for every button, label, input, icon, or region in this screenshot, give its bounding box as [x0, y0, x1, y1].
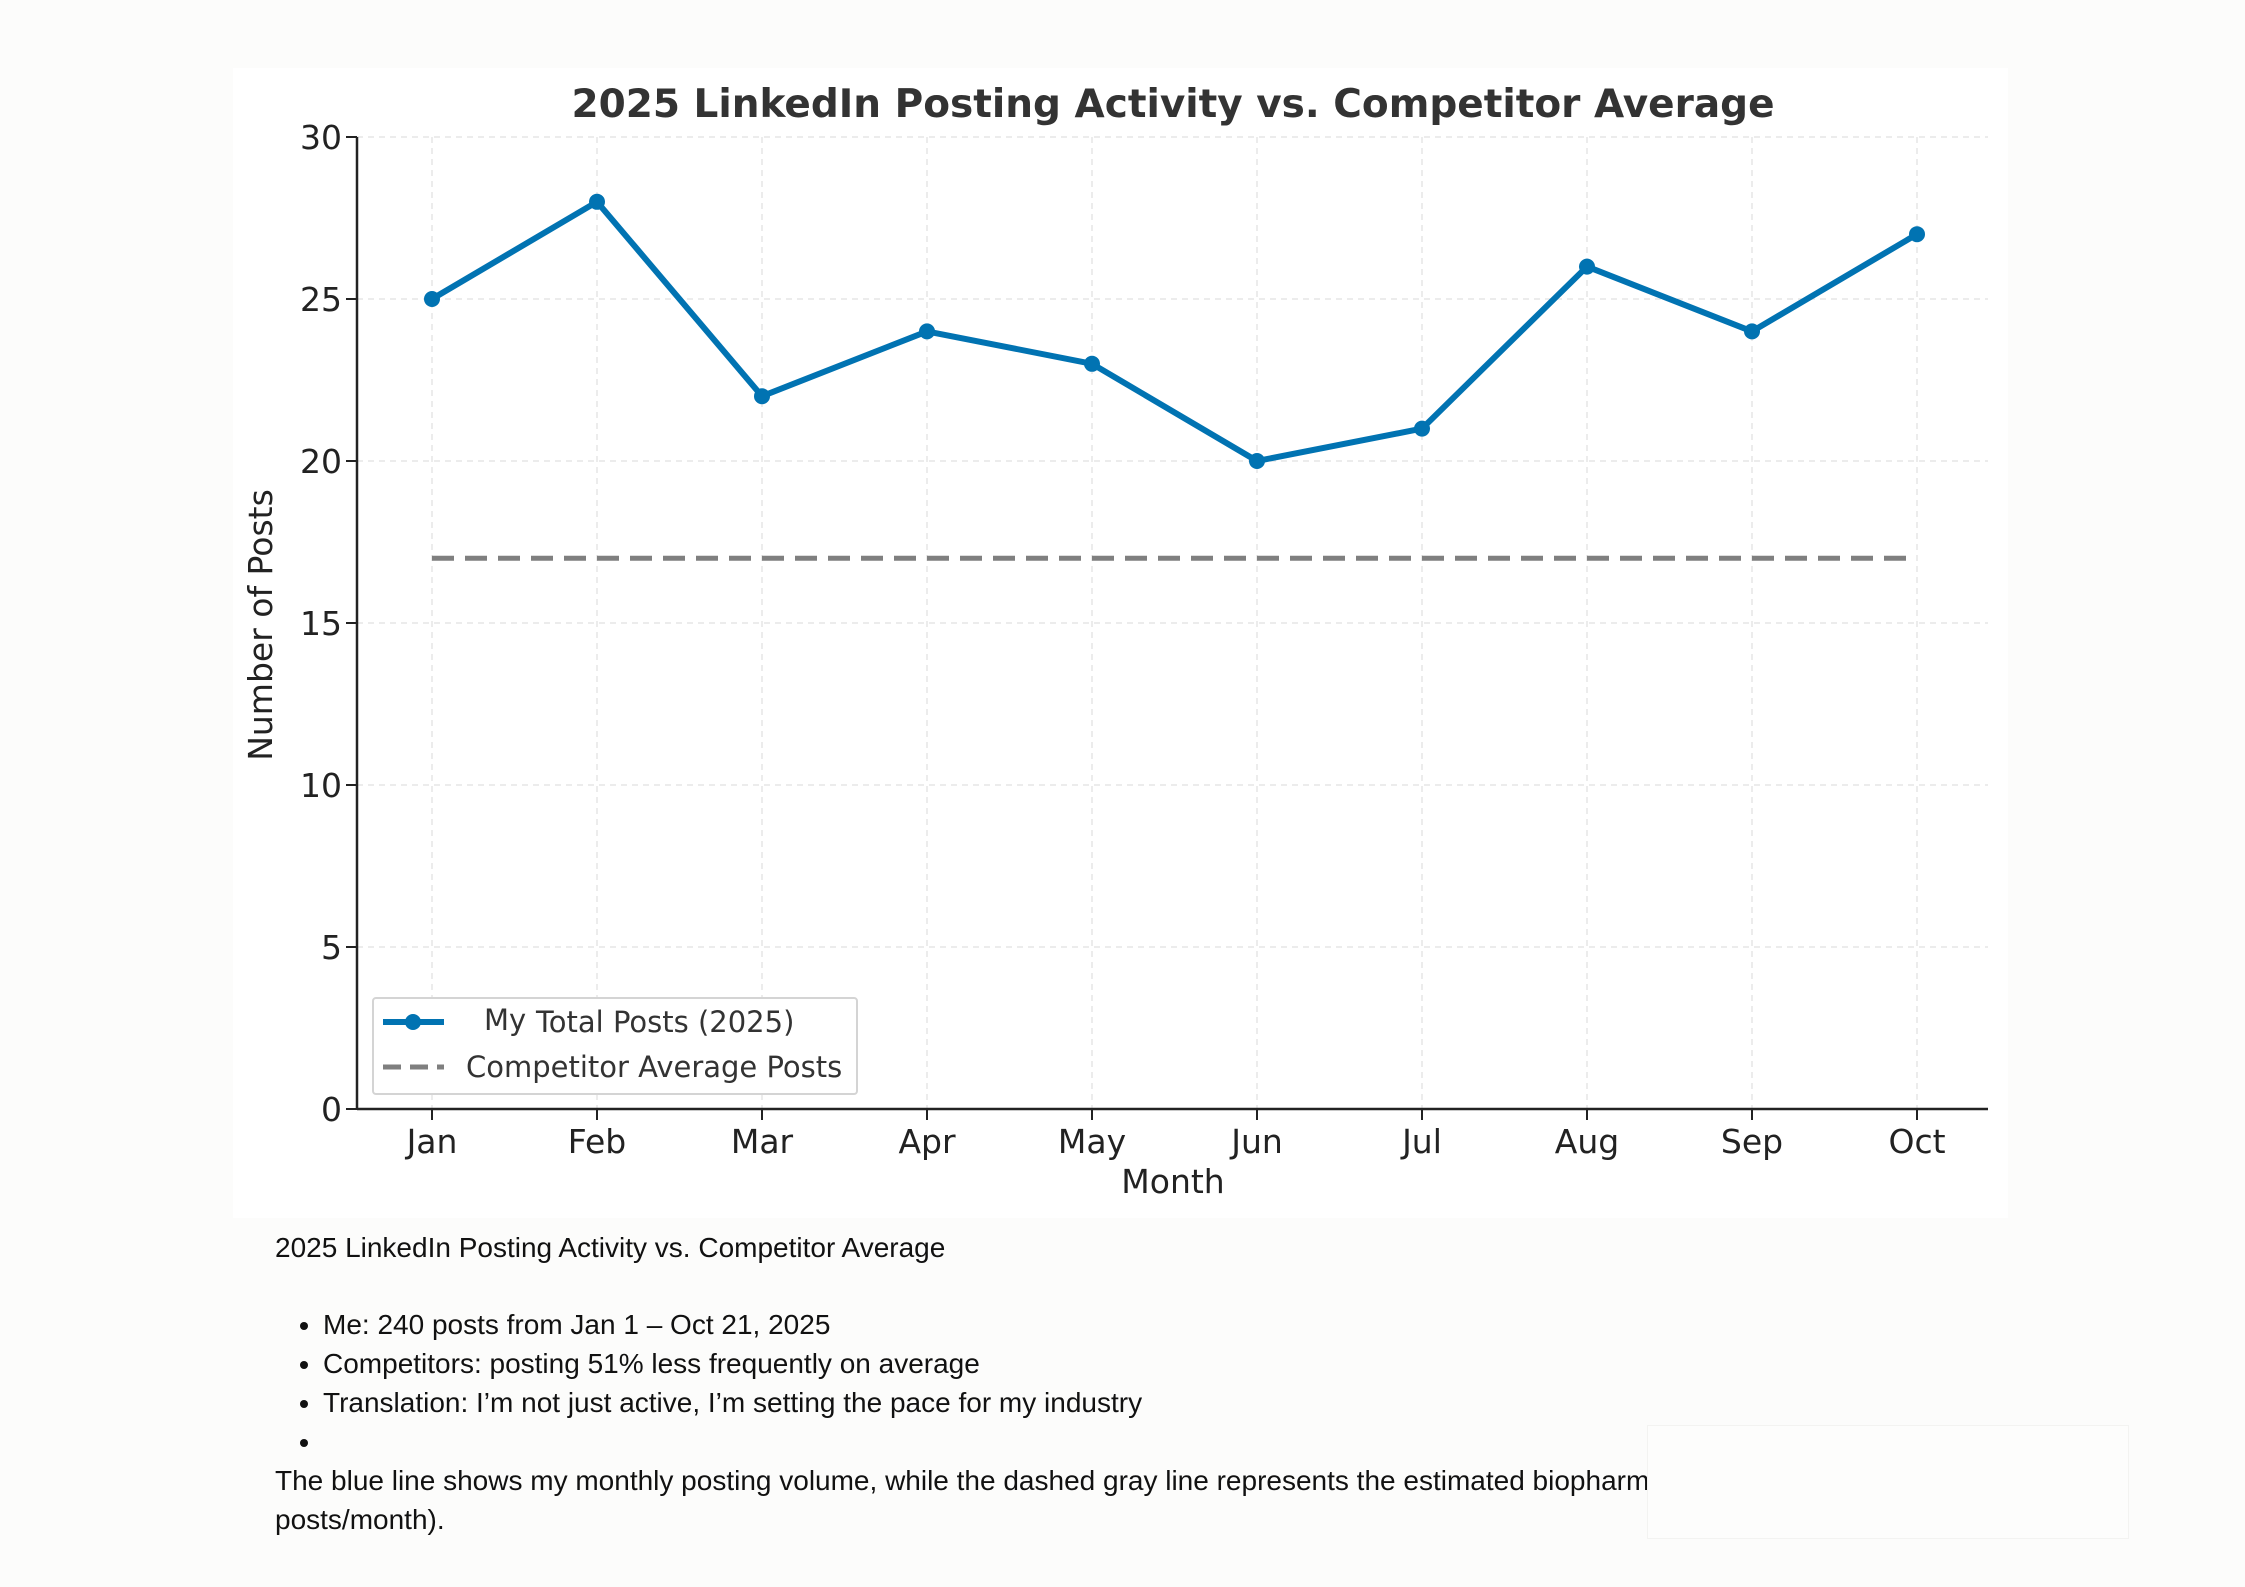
legend: My Total Posts (2025) Competitor Average… — [372, 997, 858, 1095]
my-posts-data-point — [1249, 453, 1265, 469]
chart-panel: 2025 LinkedIn Posting Activity vs. Compe… — [233, 68, 2008, 1218]
line-chart: 2025 LinkedIn Posting Activity vs. Compe… — [241, 82, 1988, 1201]
caption-bullet-list: Me: 240 posts from Jan 1 – Oct 21, 2025 … — [275, 1305, 2075, 1461]
my-posts-data-point — [1744, 323, 1760, 340]
y-tick-label: 30 — [300, 118, 342, 157]
grid-lines — [357, 136, 1988, 1110]
y-tick-label: 25 — [300, 280, 342, 319]
blank-inset-box — [1647, 1425, 2129, 1539]
my-posts-data-point — [1084, 355, 1100, 372]
chart-title: 2025 LinkedIn Posting Activity vs. Compe… — [571, 82, 1774, 127]
y-tick-label: 10 — [300, 766, 342, 805]
caption-bullet: Competitors: posting 51% less frequently… — [323, 1344, 2075, 1383]
my-posts-data-point — [1414, 420, 1430, 437]
series — [424, 193, 1925, 561]
my-posts-data-point — [424, 291, 440, 307]
x-tick-label: Jul — [1400, 1122, 1442, 1161]
x-tick-label: Apr — [898, 1122, 956, 1161]
y-tick-label: 20 — [300, 442, 342, 481]
x-tick-label: May — [1058, 1122, 1126, 1161]
my-posts-data-point — [589, 193, 605, 210]
legend-frame — [372, 997, 858, 1095]
my-posts-data-point — [1579, 258, 1595, 275]
y-tick-label: 0 — [321, 1090, 342, 1129]
y-tick-label: 15 — [300, 604, 342, 643]
y-tick-label: 5 — [321, 928, 342, 967]
caption-title: 2025 LinkedIn Posting Activity vs. Compe… — [275, 1232, 946, 1263]
legend-label-my-posts: Total Posts (2025) — [535, 1005, 794, 1039]
my-posts-data-point — [754, 388, 770, 405]
my-posts-data-point — [1909, 226, 1925, 243]
my-posts-line — [430, 198, 1919, 464]
legend-label-my: My — [484, 1003, 526, 1037]
y-axis-label: Number of Posts — [241, 489, 280, 761]
x-tick-label: Jan — [405, 1122, 458, 1161]
x-axis-ticks: Jan Feb Mar Apr May Jun Jul Aug Sep Oct — [405, 1109, 1946, 1161]
caption-bullet: Translation: I’m not just active, I’m se… — [323, 1383, 2075, 1422]
x-tick-label: Mar — [731, 1122, 794, 1161]
x-axis-label: Month — [1121, 1162, 1224, 1201]
legend-marker-my-posts — [405, 1014, 421, 1030]
x-tick-label: Jun — [1229, 1122, 1283, 1161]
x-tick-label: Oct — [1888, 1122, 1945, 1161]
x-tick-label: Sep — [1721, 1122, 1783, 1161]
y-axis-ticks: 0 5 10 15 20 25 30 — [300, 118, 357, 1129]
legend-label-competitor: Competitor Average Posts — [466, 1050, 842, 1084]
my-posts-data-point — [919, 323, 935, 340]
x-tick-label: Aug — [1555, 1122, 1619, 1161]
x-tick-label: Feb — [568, 1122, 626, 1161]
caption-bullet: Me: 240 posts from Jan 1 – Oct 21, 2025 — [323, 1305, 2075, 1344]
